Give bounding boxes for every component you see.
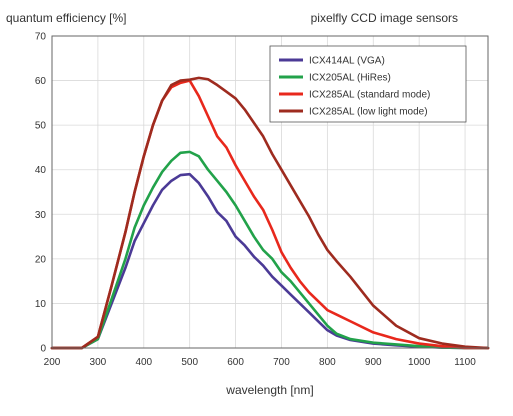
x-tick-label: 1100	[454, 357, 476, 368]
series-lines	[50, 76, 490, 350]
x-axis-label: wavelength [nm]	[225, 383, 313, 397]
y-tick-label: 20	[35, 254, 47, 265]
legend-label: ICX205AL (HiRes)	[309, 73, 391, 84]
x-tick-label: 900	[365, 357, 382, 368]
series-line	[50, 76, 490, 350]
chart-title: pixelfly CCD image sensors	[311, 11, 458, 25]
x-tick-label: 200	[44, 357, 61, 368]
legend-label: ICX285AL (standard mode)	[309, 90, 430, 101]
y-tick-label: 40	[35, 165, 47, 176]
y-tick-label: 70	[35, 32, 47, 43]
y-tick-label: 10	[35, 299, 47, 310]
x-tick-label: 500	[181, 357, 198, 368]
x-tick-label: 400	[135, 357, 152, 368]
x-tick-label: 800	[319, 357, 336, 368]
x-tick-label: 700	[273, 357, 290, 368]
y-tick-label: 30	[35, 210, 47, 221]
legend-label: ICX414AL (VGA)	[309, 56, 385, 67]
x-tick-label: 1000	[408, 357, 431, 368]
legend: ICX414AL (VGA) ICX205AL (HiRes) ICX285AL (…	[269, 45, 467, 123]
tick-labels: 200 300 400 500 600 700 800 900 1000 1100 0 10 20 30 4…	[35, 32, 476, 369]
x-tick-label: 300	[90, 357, 107, 368]
legend-label: ICX285AL (low light mode)	[309, 107, 428, 118]
y-tick-label: 0	[40, 344, 46, 355]
y-axis-label: quantum efficiency [%]	[6, 11, 127, 25]
plot-frame	[51, 35, 489, 349]
y-tick-label: 50	[35, 121, 47, 132]
y-tick-label: 60	[35, 76, 47, 87]
x-tick-label: 600	[227, 357, 244, 368]
series-line	[50, 150, 490, 350]
